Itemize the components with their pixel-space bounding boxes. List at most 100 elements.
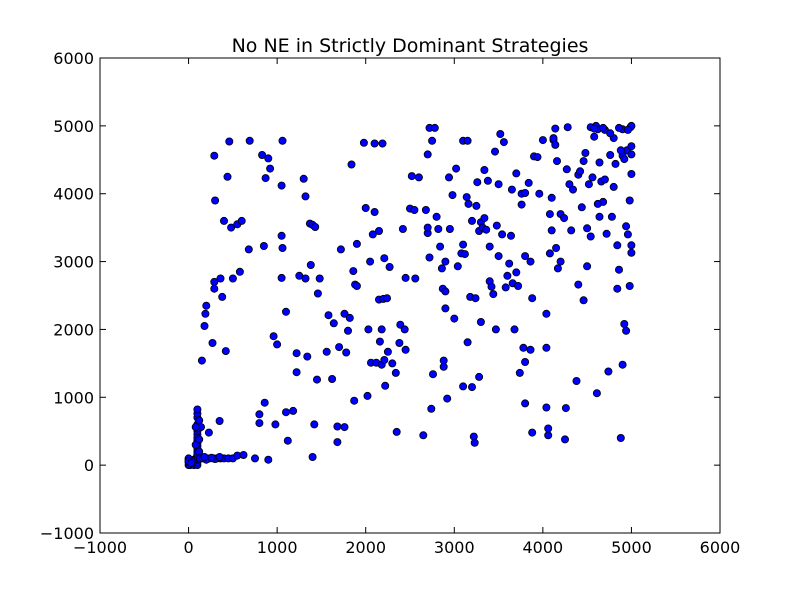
data-point	[510, 325, 519, 334]
data-point	[201, 309, 210, 318]
data-point	[400, 325, 409, 334]
data-point	[277, 181, 286, 190]
data-point	[506, 231, 515, 240]
data-point	[364, 325, 373, 334]
data-point	[492, 221, 501, 230]
data-point	[245, 136, 254, 145]
data-point	[560, 214, 569, 223]
data-point	[308, 452, 317, 461]
data-point	[425, 253, 434, 262]
data-point	[411, 274, 420, 283]
data-point	[544, 431, 553, 440]
data-point	[401, 345, 410, 354]
data-point	[347, 160, 356, 169]
x-tick-label: 2000	[345, 538, 386, 557]
data-point	[237, 216, 246, 225]
data-point	[191, 423, 200, 432]
y-tick-label: 2000	[53, 320, 94, 339]
data-point	[567, 226, 576, 235]
data-point	[464, 199, 473, 208]
data-point	[620, 319, 629, 328]
data-point	[547, 193, 556, 202]
data-point	[625, 281, 634, 290]
data-point	[545, 249, 554, 258]
data-point	[210, 277, 219, 286]
data-point	[499, 138, 508, 147]
data-point	[483, 176, 492, 185]
data-point	[544, 424, 553, 433]
data-point	[490, 147, 499, 156]
data-point	[335, 343, 344, 352]
data-point	[333, 422, 342, 431]
x-tick-label: 1000	[257, 538, 298, 557]
data-point	[576, 167, 585, 176]
data-point	[197, 356, 206, 365]
data-point	[503, 271, 512, 280]
data-point	[427, 404, 436, 413]
data-point	[627, 142, 636, 151]
data-point	[572, 376, 581, 385]
data-point	[385, 262, 394, 271]
data-point	[595, 212, 604, 221]
data-point	[441, 304, 450, 313]
data-point	[398, 224, 407, 233]
data-point	[292, 368, 301, 377]
data-point	[553, 264, 562, 273]
data-point	[448, 191, 457, 200]
data-point	[611, 159, 620, 168]
data-point	[618, 360, 627, 369]
y-tick-label: 5000	[53, 117, 94, 136]
data-point	[476, 317, 485, 326]
data-point	[313, 289, 322, 298]
data-point	[613, 284, 622, 293]
data-point	[498, 230, 507, 239]
data-point	[352, 239, 361, 248]
data-point	[195, 416, 204, 425]
data-point	[395, 338, 404, 347]
data-point	[414, 173, 423, 182]
data-point	[419, 431, 428, 440]
data-point	[271, 420, 280, 429]
data-point	[588, 173, 597, 182]
data-point	[359, 138, 368, 147]
data-point	[459, 382, 468, 391]
data-point	[583, 224, 592, 233]
scatter-points	[184, 121, 636, 470]
data-point	[584, 180, 593, 189]
data-point	[218, 292, 227, 301]
data-point	[392, 427, 401, 436]
data-point	[487, 282, 496, 291]
data-point	[521, 357, 530, 366]
data-point	[204, 428, 213, 437]
data-point	[223, 172, 232, 181]
data-point	[187, 459, 196, 468]
data-point	[524, 178, 533, 187]
data-point	[450, 314, 459, 323]
data-point	[545, 210, 554, 219]
data-point	[381, 381, 390, 390]
data-point	[607, 212, 616, 221]
data-point	[533, 153, 542, 162]
data-point	[368, 230, 377, 239]
data-point	[215, 452, 224, 461]
data-point	[375, 337, 384, 346]
data-point	[299, 174, 308, 183]
y-tick-label: −1000	[40, 524, 94, 543]
data-point	[260, 398, 269, 407]
data-point	[340, 423, 349, 432]
data-point	[482, 225, 491, 234]
data-point	[273, 340, 282, 349]
data-point	[542, 403, 551, 412]
data-point	[507, 185, 516, 194]
data-point	[195, 447, 204, 456]
data-point	[255, 410, 264, 419]
data-point	[219, 216, 228, 225]
y-tick-label: 1000	[53, 388, 94, 407]
data-point	[441, 257, 450, 266]
data-point	[563, 123, 572, 132]
data-point	[517, 200, 526, 209]
data-point	[472, 201, 481, 210]
data-point	[622, 326, 631, 335]
data-point	[590, 132, 599, 141]
